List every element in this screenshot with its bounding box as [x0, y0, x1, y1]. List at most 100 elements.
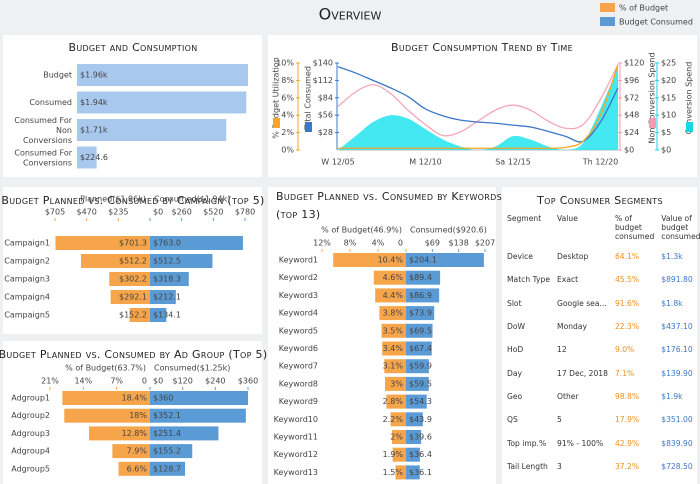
table-cell: 17 Dec, 2018: [557, 368, 608, 378]
x-tick-label: 0: [142, 377, 147, 386]
panel: [268, 35, 697, 177]
table-cell: $139.90: [661, 368, 693, 378]
axis-swatch: [273, 118, 280, 128]
value-label: $701.3: [119, 239, 147, 248]
value-label: 4.4%: [383, 291, 404, 300]
bar: [150, 444, 193, 459]
x-tick-label: Th 12/20: [582, 158, 619, 167]
bar: [406, 376, 429, 391]
category-label: Campaign1: [4, 239, 50, 248]
bar: [77, 146, 97, 169]
value-label: $292.1: [119, 293, 147, 302]
legend-label: % of Budget: [619, 4, 668, 13]
table-cell: 91% - 100%: [557, 438, 604, 448]
line: [337, 64, 619, 137]
table-cell: 98.8%: [614, 391, 640, 401]
value-label: 12.8%: [122, 429, 148, 438]
table-cell: 37.2%: [614, 461, 640, 471]
axis-name: Consumed($920.6): [410, 226, 487, 235]
chart-title: Budget Planned vs. Consumed by Campaign …: [1, 194, 264, 207]
bar: [129, 308, 150, 322]
bar: [406, 323, 433, 338]
value-label: $69.5: [409, 326, 432, 335]
value-label: $54.3: [409, 397, 432, 406]
value-label: 7.9%: [127, 447, 148, 456]
table-cell: 7.1%: [614, 368, 635, 378]
legend-swatch: [600, 3, 615, 12]
bar: [406, 447, 420, 462]
value-label: $1.71k: [80, 126, 108, 135]
y-tick-label: $84: [318, 93, 333, 102]
value-label: $512.2: [119, 257, 147, 266]
table-cell: Exact: [557, 275, 579, 285]
table-row: Slot Google sea... 91.6% $1.8k: [503, 292, 700, 315]
table-row: Day 17 Dec, 2018 7.1% $139.90: [503, 361, 700, 384]
bar: [89, 426, 150, 441]
category-label: Adgroup4: [11, 447, 50, 456]
column-header: % of budget consumed: [614, 214, 655, 241]
bar: [386, 394, 406, 409]
category-label: Campaign4: [4, 293, 50, 302]
bar: [379, 306, 406, 321]
table-cell: Other: [557, 391, 579, 401]
table-row: QS 5 17.9% $351.00: [503, 408, 700, 431]
value-label: $251.4: [153, 429, 181, 438]
bar: [406, 465, 420, 480]
column-header: Segment: [507, 214, 542, 223]
x-tick-label: $0: [153, 208, 163, 217]
chart-title: Budget Planned vs. Consumed by Ad Group …: [0, 348, 267, 361]
category-label: Keyword4: [279, 309, 318, 318]
table-cell: $839.90: [661, 438, 693, 448]
category-label: Keyword7: [279, 362, 318, 371]
bar: [62, 391, 150, 405]
x-tick-label: $69: [425, 239, 440, 248]
y-tick-label: $0: [661, 146, 671, 155]
table-cell: $176.10: [661, 345, 693, 355]
table-cell: 3: [557, 461, 562, 471]
bar: [150, 236, 243, 250]
category-label: Adgroup5: [11, 464, 50, 473]
table-title: Top Consumer Segments: [536, 194, 663, 207]
bar: [110, 290, 150, 304]
bar: [392, 447, 406, 462]
value-label: 18.4%: [122, 394, 148, 403]
y-tick-label: $120: [624, 59, 644, 68]
x-tick-label: 7%: [110, 377, 123, 386]
category-label: Keyword3: [279, 291, 318, 300]
bar: [80, 254, 150, 268]
bar: [373, 270, 406, 285]
y-tick-label: $112: [313, 76, 333, 85]
table-cell: Google sea...: [557, 298, 607, 308]
axis-name: Consumed($1.25k): [154, 364, 230, 373]
value-label: $1.94k: [80, 98, 108, 107]
bar: [112, 444, 150, 459]
value-label: 3.5%: [383, 326, 404, 335]
table-row: Tail Length 3 37.2% $728.50: [503, 455, 700, 478]
legend-label: Budget Consumed: [619, 18, 693, 27]
x-tick-label: M 12/10: [409, 158, 442, 167]
value-label: $59.5: [409, 379, 432, 388]
x-tick-label: $235: [108, 208, 128, 217]
y-tick-label: $96: [624, 76, 639, 85]
bar: [118, 461, 150, 476]
x-tick-label: 14%: [74, 377, 92, 386]
table-cell: $1.8k: [661, 298, 683, 308]
bar: [333, 253, 406, 267]
value-label: 1.5%: [383, 468, 404, 477]
bar: [109, 272, 150, 286]
bar: [406, 430, 422, 444]
table-cell: $891.80: [661, 275, 693, 285]
y-tick-label: $72: [624, 93, 639, 102]
category-label: Keyword1: [279, 256, 318, 265]
table-cell: 22.3%: [614, 322, 640, 332]
x-tick-label: $780: [235, 208, 255, 217]
bar: [55, 236, 150, 250]
value-label: 2.8%: [383, 397, 404, 406]
category-label: Consumed: [29, 98, 72, 107]
table-cell: DoW: [507, 322, 526, 332]
axis-title: % Budget Utilization: [272, 57, 281, 139]
table-cell: 45.5%: [614, 275, 640, 285]
value-label: 4.6%: [383, 273, 404, 282]
bar: [406, 412, 423, 427]
y-tick-label: $28: [318, 128, 333, 137]
